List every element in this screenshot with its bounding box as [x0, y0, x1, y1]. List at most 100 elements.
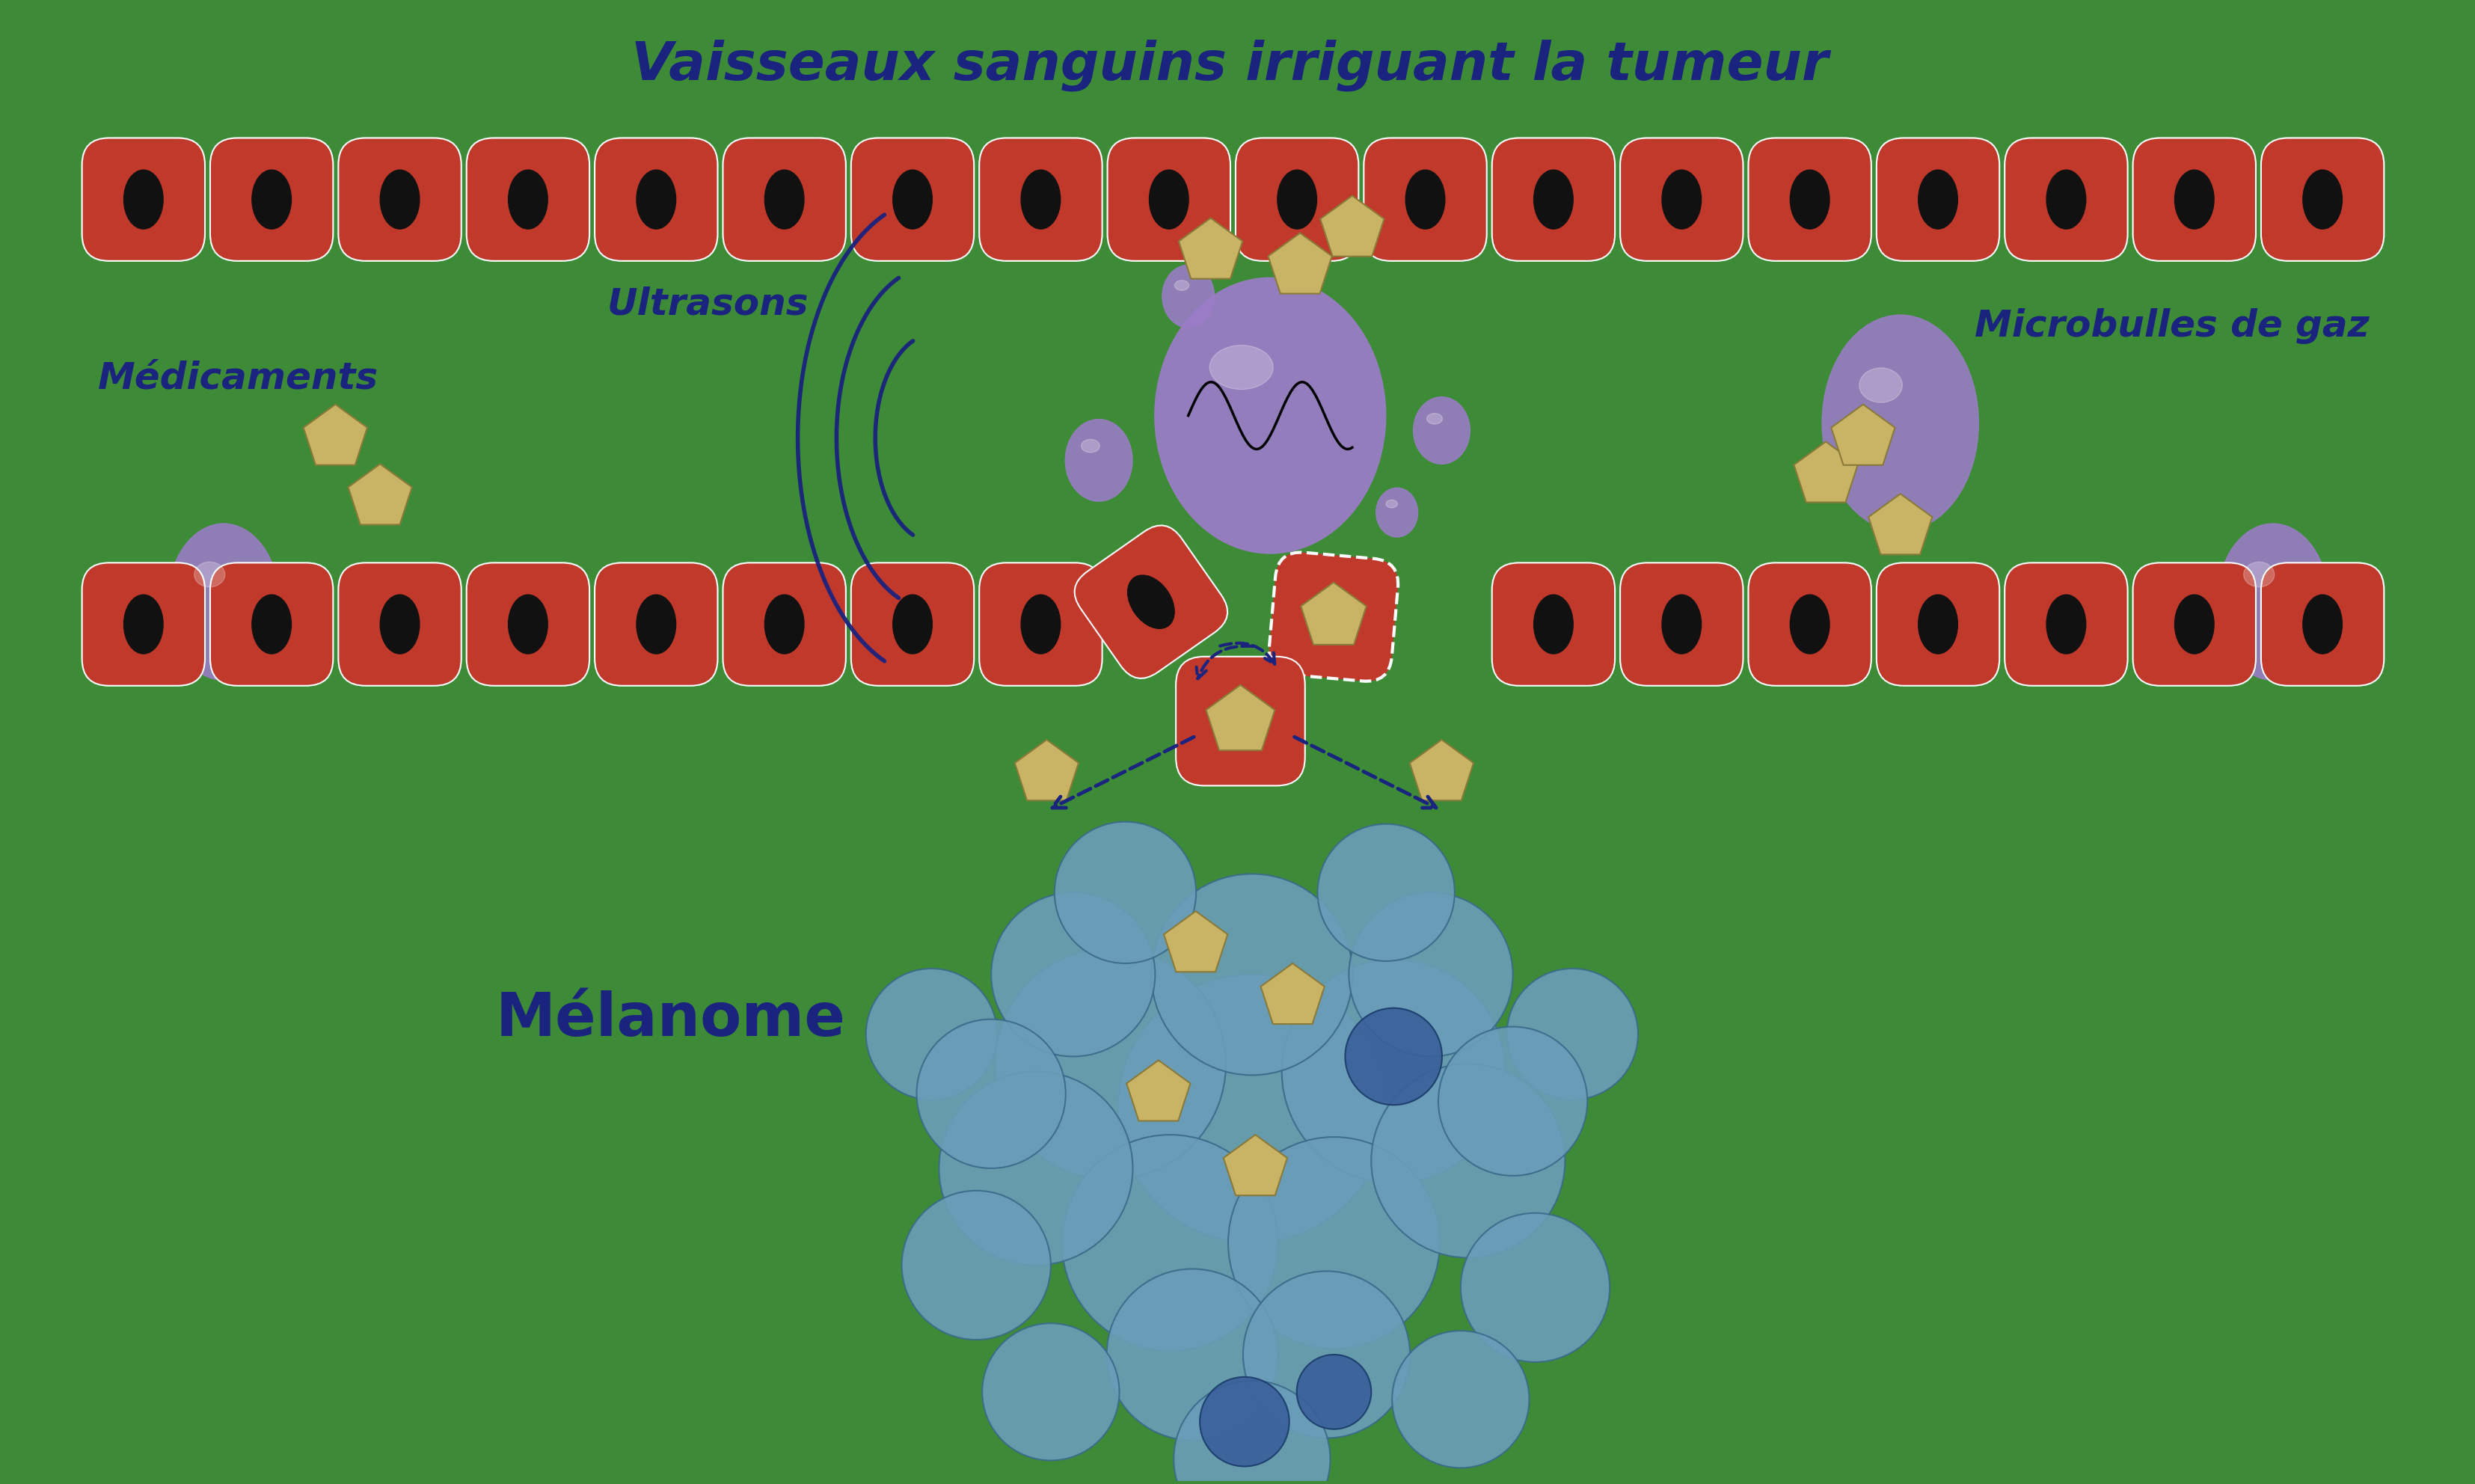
FancyBboxPatch shape: [1270, 552, 1398, 681]
Circle shape: [1173, 1380, 1329, 1484]
Circle shape: [1507, 969, 1638, 1100]
Ellipse shape: [381, 595, 418, 654]
Polygon shape: [304, 405, 366, 464]
Ellipse shape: [1148, 171, 1188, 229]
Ellipse shape: [2302, 171, 2341, 229]
Polygon shape: [1163, 911, 1228, 972]
FancyBboxPatch shape: [723, 138, 846, 261]
Ellipse shape: [1426, 414, 1443, 424]
Ellipse shape: [2218, 524, 2329, 680]
Circle shape: [1391, 1331, 1530, 1468]
Circle shape: [995, 948, 1225, 1180]
Polygon shape: [1302, 582, 1366, 644]
Circle shape: [938, 1071, 1134, 1266]
Polygon shape: [1319, 196, 1384, 257]
Ellipse shape: [124, 171, 163, 229]
Ellipse shape: [1822, 315, 1978, 531]
Ellipse shape: [1406, 171, 1445, 229]
FancyBboxPatch shape: [210, 562, 334, 686]
Circle shape: [1106, 1269, 1277, 1441]
Ellipse shape: [1534, 171, 1574, 229]
FancyBboxPatch shape: [1235, 138, 1359, 261]
Circle shape: [866, 969, 997, 1100]
Ellipse shape: [507, 595, 547, 654]
Ellipse shape: [1661, 595, 1700, 654]
Ellipse shape: [636, 171, 676, 229]
FancyBboxPatch shape: [1876, 138, 2000, 261]
Polygon shape: [1205, 686, 1275, 751]
Ellipse shape: [893, 595, 933, 654]
Ellipse shape: [2176, 595, 2215, 654]
FancyBboxPatch shape: [851, 138, 975, 261]
Ellipse shape: [893, 171, 933, 229]
Polygon shape: [1223, 1135, 1287, 1196]
Ellipse shape: [1859, 368, 1903, 402]
Ellipse shape: [2047, 595, 2086, 654]
Circle shape: [1349, 892, 1512, 1057]
FancyBboxPatch shape: [465, 562, 589, 686]
Ellipse shape: [168, 524, 280, 680]
Circle shape: [990, 892, 1156, 1057]
Ellipse shape: [1661, 171, 1700, 229]
Ellipse shape: [1918, 171, 1958, 229]
Ellipse shape: [252, 171, 292, 229]
Circle shape: [1228, 1137, 1440, 1349]
Ellipse shape: [2245, 562, 2275, 588]
Ellipse shape: [2302, 595, 2341, 654]
Polygon shape: [1794, 442, 1859, 502]
Ellipse shape: [765, 595, 804, 654]
Polygon shape: [1260, 963, 1324, 1024]
FancyBboxPatch shape: [2262, 562, 2383, 686]
FancyBboxPatch shape: [339, 562, 460, 686]
Ellipse shape: [507, 171, 547, 229]
Circle shape: [1062, 1135, 1277, 1350]
Ellipse shape: [381, 171, 418, 229]
Ellipse shape: [1156, 278, 1386, 554]
FancyBboxPatch shape: [980, 138, 1101, 261]
Circle shape: [1460, 1212, 1609, 1362]
Ellipse shape: [1163, 266, 1215, 328]
Ellipse shape: [252, 595, 292, 654]
Ellipse shape: [2047, 171, 2086, 229]
FancyBboxPatch shape: [1364, 138, 1487, 261]
Circle shape: [1282, 960, 1505, 1183]
Ellipse shape: [124, 595, 163, 654]
Polygon shape: [1411, 739, 1473, 800]
Circle shape: [1054, 822, 1195, 963]
FancyBboxPatch shape: [82, 562, 205, 686]
Text: Vaisseaux sanguins irriguant la tumeur: Vaisseaux sanguins irriguant la tumeur: [631, 39, 1829, 92]
Polygon shape: [1267, 233, 1332, 294]
FancyBboxPatch shape: [851, 562, 975, 686]
Ellipse shape: [1376, 488, 1418, 537]
FancyBboxPatch shape: [1074, 525, 1228, 678]
Ellipse shape: [1534, 595, 1574, 654]
Text: Mélanome: Mélanome: [495, 990, 846, 1048]
FancyBboxPatch shape: [1106, 138, 1230, 261]
Ellipse shape: [636, 595, 676, 654]
Polygon shape: [1126, 1060, 1190, 1120]
FancyBboxPatch shape: [2133, 138, 2255, 261]
Circle shape: [1242, 1272, 1411, 1438]
FancyBboxPatch shape: [1876, 562, 2000, 686]
Ellipse shape: [1176, 280, 1188, 291]
Text: Microbulles de gaz: Microbulles de gaz: [1975, 309, 2369, 344]
Polygon shape: [1178, 218, 1242, 279]
FancyBboxPatch shape: [594, 562, 718, 686]
FancyBboxPatch shape: [723, 562, 846, 686]
FancyBboxPatch shape: [2262, 138, 2383, 261]
Circle shape: [1151, 874, 1354, 1074]
FancyBboxPatch shape: [82, 138, 205, 261]
Ellipse shape: [1789, 171, 1829, 229]
Ellipse shape: [1022, 171, 1059, 229]
FancyBboxPatch shape: [210, 138, 334, 261]
Circle shape: [1371, 1064, 1564, 1258]
Ellipse shape: [1277, 171, 1317, 229]
Circle shape: [1200, 1377, 1289, 1466]
Circle shape: [1119, 975, 1386, 1242]
Ellipse shape: [2176, 171, 2215, 229]
Polygon shape: [349, 464, 411, 525]
Circle shape: [1438, 1027, 1586, 1175]
Ellipse shape: [193, 562, 225, 588]
Circle shape: [1317, 824, 1455, 962]
FancyBboxPatch shape: [1747, 562, 1871, 686]
